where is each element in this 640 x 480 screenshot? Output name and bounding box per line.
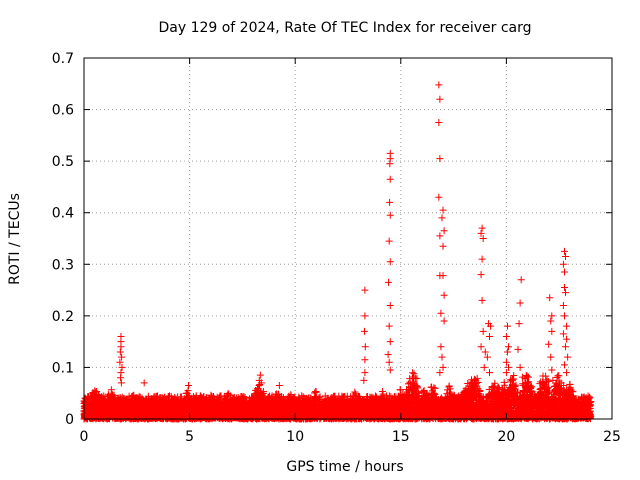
data-point bbox=[93, 388, 101, 396]
data-points bbox=[80, 81, 595, 423]
grid-lines bbox=[84, 58, 612, 419]
data-point bbox=[107, 386, 115, 394]
chart-title: Day 129 of 2024, Rate Of TEC Index for r… bbox=[158, 20, 531, 36]
